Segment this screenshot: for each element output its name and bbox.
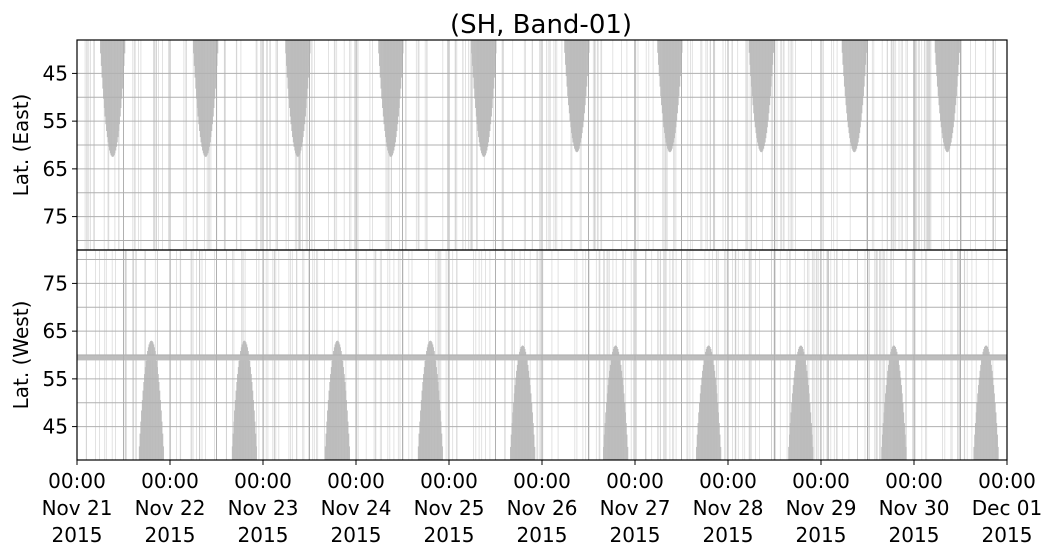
east-coverage: [100, 40, 960, 157]
x-tick-label: 00:00 Nov 29 2015: [786, 469, 857, 547]
coverage-blob: [100, 40, 126, 157]
y-tick-label: 55: [43, 109, 68, 133]
coverage-blob: [841, 40, 867, 153]
west-y-axis-label: Lat. (West): [9, 301, 33, 410]
coverage-blob: [471, 40, 497, 157]
coverage-blob: [231, 340, 257, 460]
x-tick-label: 00:00 Nov 21 2015: [42, 469, 113, 547]
coverage-blob: [564, 40, 590, 153]
y-tick-label: 55: [43, 367, 68, 391]
x-tick-label: 00:00 Nov 28 2015: [693, 469, 764, 547]
x-tick-label: 00:00 Nov 30 2015: [879, 469, 950, 547]
coverage-blob: [748, 40, 774, 153]
coverage-blob: [934, 40, 960, 153]
east-panel: 45 55 65 75 Lat. (East): [9, 39, 1008, 251]
y-tick-label: 45: [43, 61, 68, 85]
chart-title: (SH, Band-01): [450, 10, 632, 40]
west-y-ticks: 45 55 65 75: [43, 271, 77, 439]
x-tick-label: 00:00 Nov 27 2015: [600, 469, 671, 547]
west-grid: [76, 250, 1008, 460]
coverage-blob: [881, 345, 907, 460]
coverage-blob: [417, 340, 443, 460]
y-tick-label: 65: [43, 319, 68, 343]
y-tick-label: 75: [43, 205, 68, 229]
east-y-axis-label: Lat. (East): [9, 94, 33, 197]
coverage-blob: [324, 340, 350, 460]
x-tick-label: 00:00 Nov 22 2015: [135, 469, 206, 547]
east-grid: [76, 40, 1008, 250]
coverage-blob: [138, 340, 164, 460]
x-tick-label: 00:00 Dec 01 2015: [972, 469, 1043, 547]
x-tick-label: 00:00 Nov 25 2015: [414, 469, 485, 547]
coverage-blob: [657, 40, 683, 153]
x-ticks: 00:00 Nov 21 2015 00:00 Nov 22 2015 00:00 Nov 2…: [42, 460, 1043, 547]
y-tick-label: 75: [43, 271, 68, 295]
x-tick-label: 00:00 Nov 24 2015: [321, 469, 392, 547]
west-panel: 45 55 65 75 Lat. (West): [9, 249, 1008, 461]
y-tick-label: 65: [43, 157, 68, 181]
coverage-blob: [603, 345, 629, 460]
x-tick-label: 00:00 Nov 23 2015: [228, 469, 299, 547]
x-tick-label: 00:00 Nov 26 2015: [507, 469, 578, 547]
east-y-ticks: 45 55 65 75: [43, 61, 77, 229]
y-tick-label: 45: [43, 415, 68, 439]
